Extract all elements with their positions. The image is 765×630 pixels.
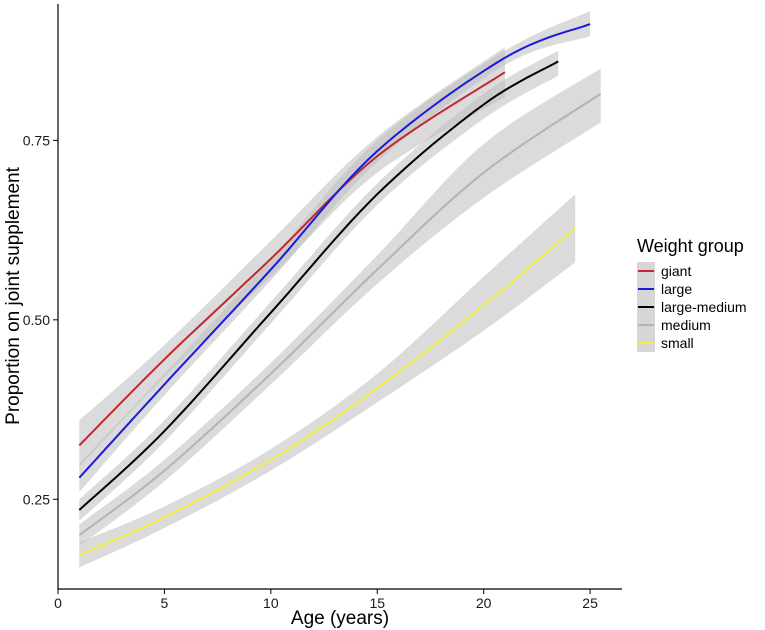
y-tick-label: 0.75 xyxy=(23,132,50,148)
x-tick-label: 25 xyxy=(582,595,598,611)
band-giant xyxy=(79,47,505,467)
y-tick-label: 0.50 xyxy=(23,312,50,328)
legend-item-medium: medium xyxy=(637,316,711,334)
y-axis-title: Proportion on joint supplement xyxy=(3,166,24,424)
line-giant xyxy=(78,71,506,447)
line-large xyxy=(78,23,591,479)
legend-label: small xyxy=(661,335,694,351)
line-medium xyxy=(78,92,602,536)
legend-label: large-medium xyxy=(661,299,747,315)
legend-item-giant: giant xyxy=(637,262,691,280)
x-tick-label: 5 xyxy=(161,595,169,611)
legend-label: giant xyxy=(661,263,691,279)
band-large-medium xyxy=(79,50,559,521)
series-lines xyxy=(78,23,602,557)
x-axis-title: Age (years) xyxy=(291,608,389,629)
x-tick-label: 10 xyxy=(263,595,279,611)
y-ticks: 0.25 0.50 0.75 xyxy=(23,132,58,507)
x-tick-label: 20 xyxy=(476,595,492,611)
legend-label: large xyxy=(661,281,692,297)
y-tick-label: 0.25 xyxy=(23,491,50,507)
legend: Weight group giant large large-medium mediu… xyxy=(637,236,747,352)
confidence-bands xyxy=(79,11,601,568)
legend-label: medium xyxy=(661,317,711,333)
line-small xyxy=(78,227,576,557)
band-small xyxy=(79,194,576,568)
x-ticks: 0 5 10 15 20 25 xyxy=(54,589,598,611)
legend-item-large-medium: large-medium xyxy=(637,298,747,316)
legend-item-large: large xyxy=(637,280,692,298)
x-tick-label: 0 xyxy=(54,595,62,611)
band-medium xyxy=(79,68,601,546)
line-large-medium xyxy=(78,60,559,511)
legend-title: Weight group xyxy=(637,236,744,256)
axes xyxy=(57,4,622,590)
legend-item-small: small xyxy=(637,334,694,352)
x-tick-label: 15 xyxy=(369,595,385,611)
